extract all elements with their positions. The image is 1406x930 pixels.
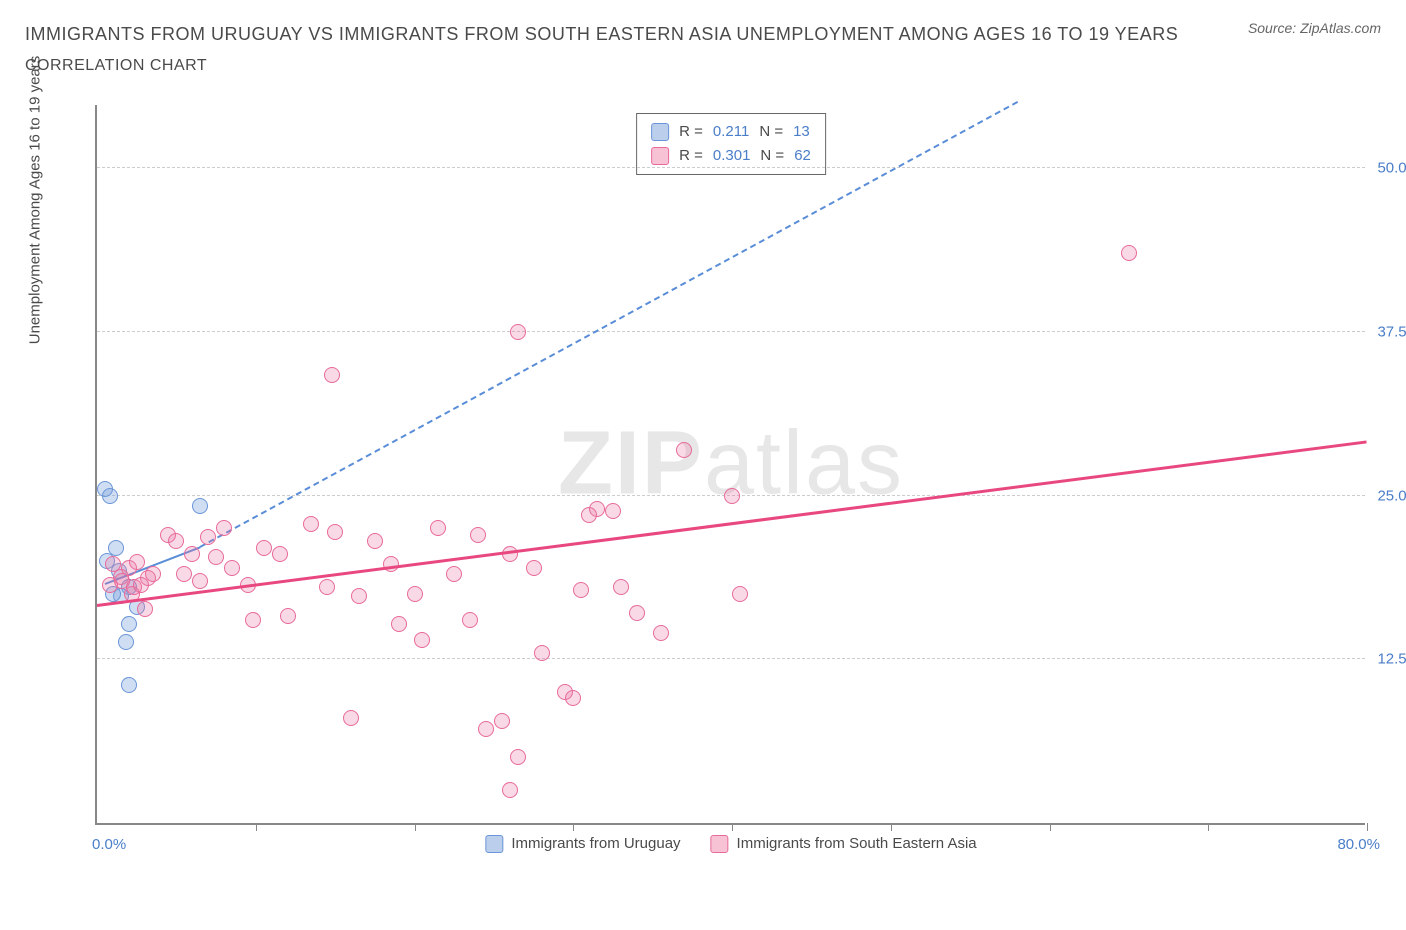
data-point-sea: [224, 560, 240, 576]
data-point-uruguay: [118, 634, 134, 650]
data-point-sea: [129, 554, 145, 570]
legend-row-uruguay: R = 0.211 N = 13: [651, 120, 811, 144]
y-tick-label: 50.0%: [1377, 160, 1406, 177]
data-point-sea: [510, 749, 526, 765]
data-point-sea: [502, 782, 518, 798]
data-point-uruguay: [192, 498, 208, 514]
data-point-uruguay: [121, 677, 137, 693]
data-point-sea: [245, 612, 261, 628]
swatch-uruguay-icon: [651, 123, 669, 141]
data-point-sea: [324, 367, 340, 383]
legend-item-uruguay: Immigrants from Uruguay: [485, 835, 680, 853]
data-point-sea: [676, 442, 692, 458]
data-point-sea: [168, 533, 184, 549]
x-tick: [573, 823, 574, 831]
x-axis-max-label: 80.0%: [1337, 836, 1380, 853]
data-point-sea: [303, 516, 319, 532]
swatch-sea-icon: [651, 147, 669, 165]
x-tick: [256, 823, 257, 831]
legend-item-sea: Immigrants from South Eastern Asia: [711, 835, 977, 853]
data-point-sea: [319, 579, 335, 595]
data-point-sea: [414, 632, 430, 648]
n-value-sea: 62: [794, 144, 811, 168]
data-point-sea: [327, 524, 343, 540]
source-label: Source: ZipAtlas.com: [1248, 20, 1381, 36]
y-tick-label: 37.5%: [1377, 323, 1406, 340]
data-point-sea: [367, 533, 383, 549]
data-point-sea: [470, 527, 486, 543]
data-point-sea: [430, 520, 446, 536]
data-point-sea: [391, 616, 407, 632]
title-row: IMMIGRANTS FROM URUGUAY VS IMMIGRANTS FR…: [25, 20, 1381, 49]
y-axis-label: Unemployment Among Ages 16 to 19 years: [27, 56, 44, 345]
data-point-sea: [526, 560, 542, 576]
data-point-sea: [446, 566, 462, 582]
series-legend: Immigrants from Uruguay Immigrants from …: [485, 835, 976, 853]
legend-row-sea: R = 0.301 N = 62: [651, 144, 811, 168]
n-label: N =: [759, 120, 783, 144]
chart-container: IMMIGRANTS FROM URUGUAY VS IMMIGRANTS FR…: [0, 0, 1406, 930]
data-point-sea: [272, 546, 288, 562]
x-tick: [1367, 823, 1368, 831]
chart-area: Unemployment Among Ages 16 to 19 years Z…: [25, 95, 1381, 865]
data-point-sea: [1121, 245, 1137, 261]
x-axis-min-label: 0.0%: [92, 836, 126, 853]
data-point-sea: [565, 690, 581, 706]
plot-region: ZIPatlas R = 0.211 N = 13 R = 0.301 N = …: [95, 105, 1365, 825]
data-point-uruguay: [121, 616, 137, 632]
data-point-sea: [510, 324, 526, 340]
data-point-sea: [216, 520, 232, 536]
x-tick: [732, 823, 733, 831]
data-point-sea: [581, 507, 597, 523]
data-point-sea: [145, 566, 161, 582]
swatch-sea-icon: [711, 835, 729, 853]
grid-line: [97, 658, 1365, 659]
data-point-sea: [256, 540, 272, 556]
data-point-sea: [208, 549, 224, 565]
r-label: R =: [679, 120, 703, 144]
data-point-sea: [724, 488, 740, 504]
watermark-bold: ZIP: [558, 413, 704, 513]
data-point-sea: [629, 605, 645, 621]
legend-label-uruguay: Immigrants from Uruguay: [511, 835, 680, 852]
data-point-sea: [653, 625, 669, 641]
x-tick: [1050, 823, 1051, 831]
data-point-sea: [613, 579, 629, 595]
chart-subtitle: CORRELATION CHART: [25, 57, 1381, 75]
data-point-sea: [200, 529, 216, 545]
data-point-sea: [137, 601, 153, 617]
data-point-sea: [407, 586, 423, 602]
data-point-uruguay: [102, 488, 118, 504]
r-label: R =: [679, 144, 703, 168]
data-point-sea: [176, 566, 192, 582]
data-point-sea: [494, 713, 510, 729]
x-tick: [415, 823, 416, 831]
data-point-sea: [343, 710, 359, 726]
n-label: N =: [760, 144, 784, 168]
y-tick-label: 12.5%: [1377, 651, 1406, 668]
grid-line: [97, 331, 1365, 332]
data-point-sea: [534, 645, 550, 661]
correlation-legend: R = 0.211 N = 13 R = 0.301 N = 62: [636, 113, 826, 175]
data-point-sea: [462, 612, 478, 628]
r-value-uruguay: 0.211: [713, 120, 749, 144]
y-tick-label: 25.0%: [1377, 487, 1406, 504]
r-value-sea: 0.301: [713, 144, 751, 168]
data-point-sea: [280, 608, 296, 624]
data-point-sea: [573, 582, 589, 598]
x-tick: [1208, 823, 1209, 831]
data-point-sea: [351, 588, 367, 604]
data-point-sea: [184, 546, 200, 562]
grid-line: [97, 167, 1365, 168]
data-point-sea: [732, 586, 748, 602]
n-value-uruguay: 13: [793, 120, 810, 144]
trend-line-sea: [97, 440, 1367, 607]
data-point-sea: [605, 503, 621, 519]
swatch-uruguay-icon: [485, 835, 503, 853]
data-point-sea: [192, 573, 208, 589]
legend-label-sea: Immigrants from South Eastern Asia: [737, 835, 977, 852]
x-tick: [891, 823, 892, 831]
chart-title: IMMIGRANTS FROM URUGUAY VS IMMIGRANTS FR…: [25, 20, 1178, 49]
data-point-sea: [478, 721, 494, 737]
